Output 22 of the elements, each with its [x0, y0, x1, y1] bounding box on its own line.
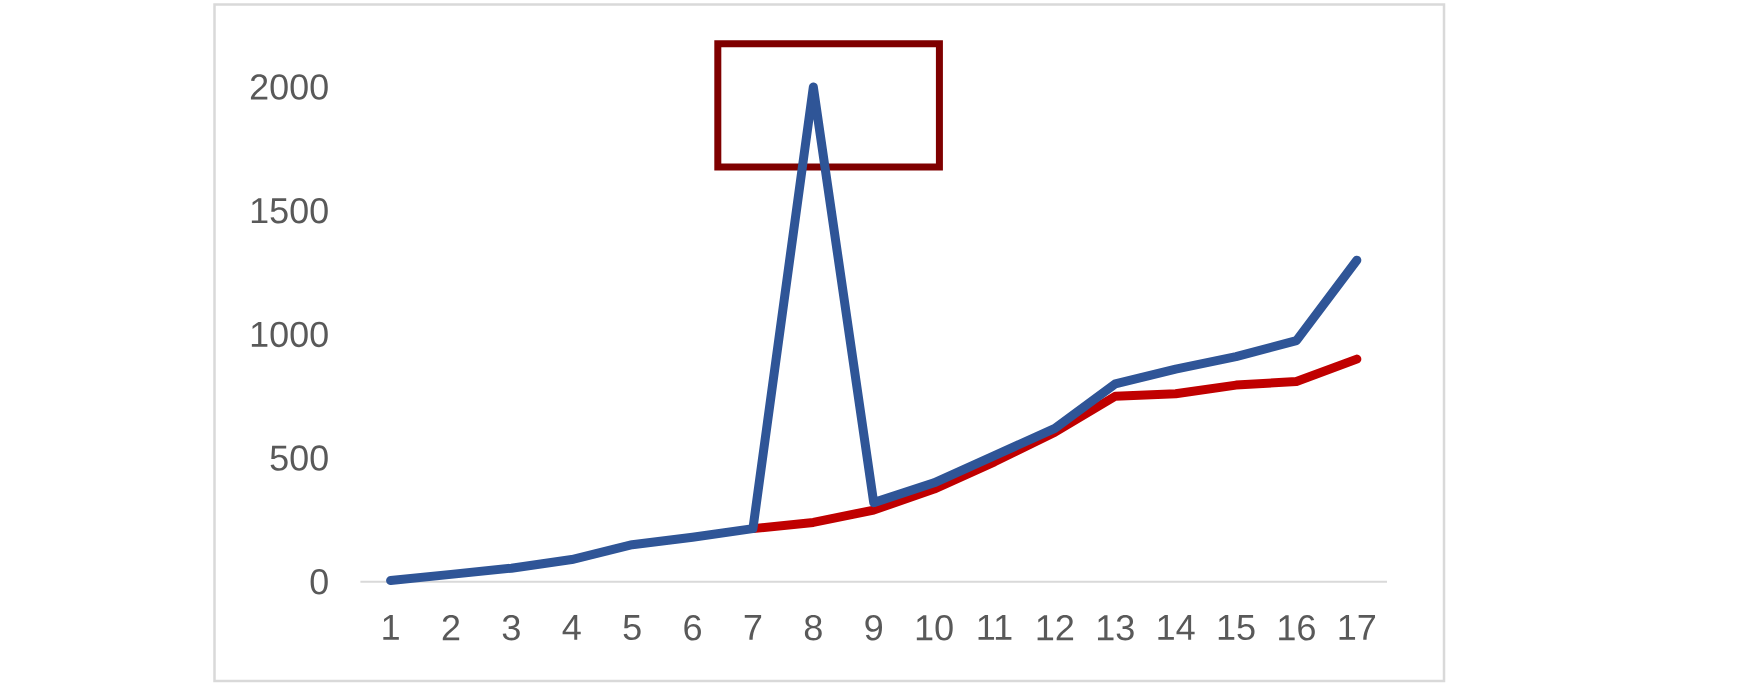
y-tick-label: 1500: [251, 197, 328, 224]
y-tick-label: 1000: [251, 321, 328, 348]
x-tick-label: 9: [865, 615, 883, 641]
x-tick-label: 16: [1279, 615, 1315, 641]
x-tick-label: 10: [916, 615, 953, 641]
x-tick-label: 17: [1339, 615, 1376, 640]
x-tick-label: 13: [1097, 615, 1134, 641]
x-tick-label: 5: [623, 615, 641, 641]
x-tick-label: 8: [804, 615, 822, 641]
x-tick-label: 3: [502, 615, 520, 641]
x-tick-label: 2: [442, 615, 460, 641]
y-tick-label: 0: [310, 569, 328, 595]
x-tick-label: 1: [383, 615, 399, 640]
x-tick-label: 14: [1158, 615, 1195, 640]
x-tick-label: 4: [562, 615, 581, 640]
y-tick-label: 500: [270, 445, 328, 471]
x-tick-label: 6: [684, 615, 701, 641]
x-tick-label: 7: [744, 615, 762, 640]
x-tick-label: 12: [1037, 615, 1074, 641]
x-tick-label: 11: [978, 615, 1012, 640]
y-tick-label: 2000: [250, 74, 328, 100]
x-tick-label: 15: [1218, 615, 1255, 641]
